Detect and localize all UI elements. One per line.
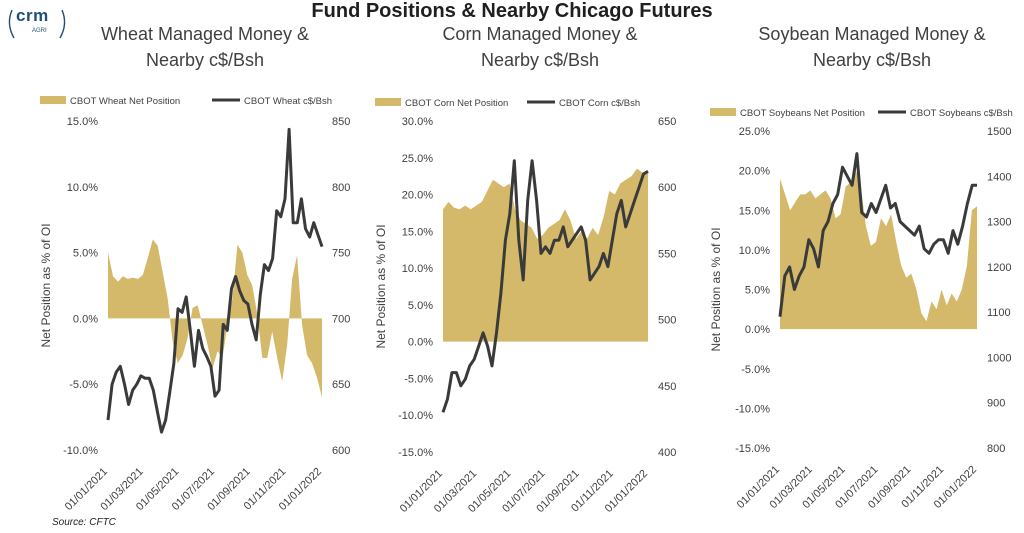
- price-line: [106, 127, 324, 434]
- y-axis-label: Net Position as % of OI: [709, 227, 723, 351]
- wheat-chart: Wheat Managed Money & Nearby c$/Bsh CBOT W…: [39, 24, 350, 513]
- y2-tick-label: 1100: [987, 307, 1011, 319]
- legend-swatch-area: [40, 96, 66, 104]
- laurel-icon: [8, 9, 66, 39]
- legend-swatch-area: [375, 98, 401, 106]
- y2-tick-label: 900: [987, 398, 1005, 410]
- y2-tick-label: 450: [658, 381, 676, 393]
- crm-agri-logo: crm AGRI: [4, 4, 70, 44]
- y-tick-label: 20.0%: [402, 190, 433, 202]
- y2-tick-label: 800: [332, 182, 350, 194]
- source-note: Source: CFTC: [52, 517, 116, 528]
- y2-tick-label: 1500: [987, 126, 1011, 138]
- y-tick-label: -5.0%: [741, 364, 770, 376]
- y-tick-label: 5.0%: [408, 300, 433, 312]
- y2-tick-label: 1000: [987, 352, 1011, 364]
- y2-tick-label: 650: [332, 379, 350, 391]
- y2-tick-label: 750: [332, 248, 350, 260]
- legend-label: CBOT Soybeans c$/Bsh: [910, 108, 1013, 119]
- legend: CBOT Corn Net Position CBOT Corn c$/Bsh: [375, 98, 640, 109]
- chart-title-line: Wheat Managed Money &: [101, 24, 309, 44]
- net-position-area: [780, 170, 977, 330]
- y-tick-label: 15.0%: [402, 226, 433, 238]
- legend-swatch-area: [710, 108, 736, 116]
- y-tick-label: -15.0%: [398, 447, 433, 459]
- soybean-chart: Soybean Managed Money & Nearby c$/Bsh CBOT…: [709, 24, 1013, 511]
- y2-tick-label: 650: [658, 116, 676, 128]
- y2-tick-label: 1200: [987, 262, 1011, 274]
- y-axis-label: Net Position as % of OI: [374, 224, 388, 348]
- chart-title-line: Nearby c$/Bsh: [146, 50, 264, 70]
- chart-title-line: Nearby c$/Bsh: [813, 50, 931, 70]
- chart-title-line: Soybean Managed Money &: [758, 24, 985, 44]
- y2-tick-label: 800: [987, 443, 1005, 455]
- y-tick-label: -5.0%: [69, 379, 98, 391]
- legend-label: CBOT Soybeans Net Position: [740, 108, 865, 119]
- y-tick-label: -10.0%: [398, 410, 433, 422]
- y-tick-label: 20.0%: [739, 166, 770, 178]
- y-tick-label: 5.0%: [745, 285, 770, 297]
- legend-label: CBOT Corn Net Position: [405, 98, 508, 109]
- y-tick-label: 0.0%: [745, 324, 770, 336]
- y-tick-label: 15.0%: [739, 205, 770, 217]
- y-tick-label: 10.0%: [67, 182, 98, 194]
- y-tick-label: 10.0%: [739, 245, 770, 257]
- y2-tick-label: 1400: [987, 171, 1011, 183]
- chart-title-line: Nearby c$/Bsh: [481, 50, 599, 70]
- y2-tick-label: 400: [658, 447, 676, 459]
- y2-tick-label: 850: [332, 116, 350, 128]
- y-axis-label: Net Position as % of OI: [39, 223, 53, 347]
- y2-tick-label: 1300: [987, 217, 1011, 229]
- legend-label: CBOT Wheat c$/Bsh: [244, 96, 332, 107]
- y-tick-label: -5.0%: [404, 373, 433, 385]
- y2-tick-label: 700: [332, 313, 350, 325]
- y-tick-label: -10.0%: [735, 403, 770, 415]
- logo-subtext: AGRI: [32, 28, 47, 34]
- y-tick-label: -10.0%: [63, 445, 98, 457]
- y-tick-label: 25.0%: [402, 153, 433, 165]
- legend-label: CBOT Wheat Net Position: [70, 96, 180, 107]
- legend: CBOT Wheat Net Position CBOT Wheat c$/Bsh: [40, 96, 332, 107]
- y-tick-label: 10.0%: [402, 263, 433, 275]
- price-line: [441, 159, 649, 413]
- net-position-area: [108, 239, 322, 398]
- y-tick-label: 0.0%: [73, 313, 98, 325]
- net-position-area: [443, 168, 648, 342]
- y-tick-label: -15.0%: [735, 443, 770, 455]
- y-tick-label: 5.0%: [73, 248, 98, 260]
- legend-label: CBOT Corn c$/Bsh: [559, 98, 640, 109]
- chart-title-line: Corn Managed Money &: [442, 24, 637, 44]
- y-tick-label: 30.0%: [402, 116, 433, 128]
- y2-tick-label: 600: [332, 445, 350, 457]
- y2-tick-label: 500: [658, 315, 676, 327]
- logo-text: crm: [16, 6, 49, 25]
- legend: CBOT Soybeans Net Position CBOT Soybeans …: [710, 108, 1013, 119]
- y-tick-label: 25.0%: [739, 126, 770, 138]
- price-line: [778, 152, 977, 317]
- y2-tick-label: 550: [658, 248, 676, 260]
- y-tick-label: 15.0%: [67, 116, 98, 128]
- y2-tick-label: 600: [658, 182, 676, 194]
- y-tick-label: 0.0%: [408, 337, 433, 349]
- page-title: Fund Positions & Nearby Chicago Futures: [311, 0, 713, 22]
- corn-chart: Corn Managed Money & Nearby c$/Bsh CBOT Co…: [374, 24, 676, 515]
